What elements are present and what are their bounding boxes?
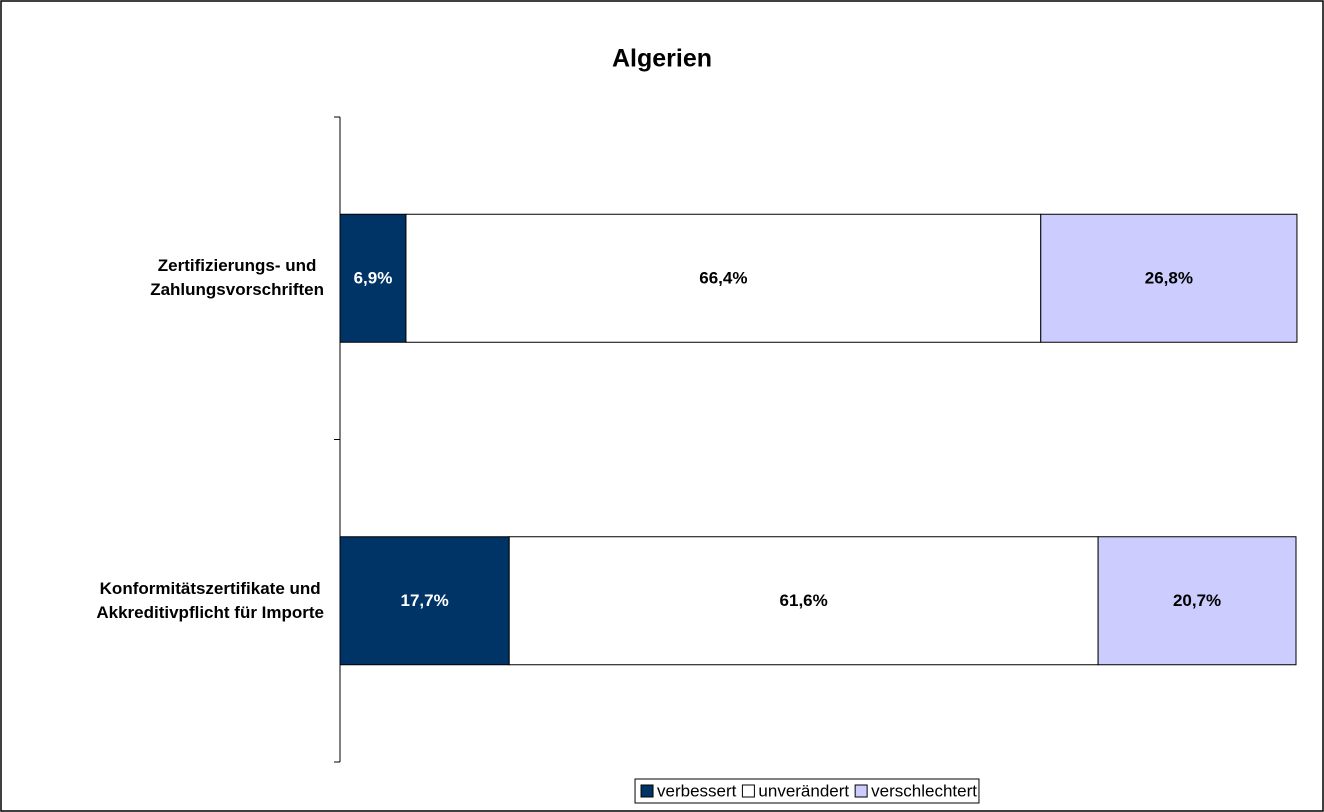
chart-title: Algerien (612, 45, 712, 73)
bar-segment (405, 213, 1042, 343)
data-label: 6,9% (354, 269, 393, 288)
legend-swatch (741, 784, 755, 798)
legend: verbessert unverändert verschlechtert (634, 778, 980, 804)
category-label-box: Konformitätszertifikate und Akkreditivpf… (0, 537, 324, 665)
data-label: 66,4% (699, 269, 747, 288)
category-label: Zertifizierungs- und Zahlungsvorschrifte… (150, 256, 324, 300)
bar-segment (1040, 213, 1298, 343)
legend-label: unverändert (758, 781, 849, 800)
bar-segment (339, 213, 407, 343)
bar-segment (508, 536, 1099, 666)
legend-swatch (854, 784, 868, 798)
category-label-box: Zertifizierungs- und Zahlungsvorschrifte… (0, 214, 324, 342)
legend-box (634, 778, 980, 804)
data-label: 26,8% (1145, 269, 1193, 288)
data-label: 61,6% (780, 591, 828, 610)
legend-label: verschlechtert (871, 781, 977, 800)
bar-segment (339, 536, 510, 666)
bar-segment (1097, 536, 1297, 666)
legend-swatch (640, 784, 654, 798)
legend-label: verbessert (657, 781, 737, 800)
data-label: 17,7% (401, 591, 449, 610)
category-label: Konformitätszertifikate und Akkreditivpf… (96, 578, 324, 622)
data-label: 20,7% (1173, 591, 1221, 610)
